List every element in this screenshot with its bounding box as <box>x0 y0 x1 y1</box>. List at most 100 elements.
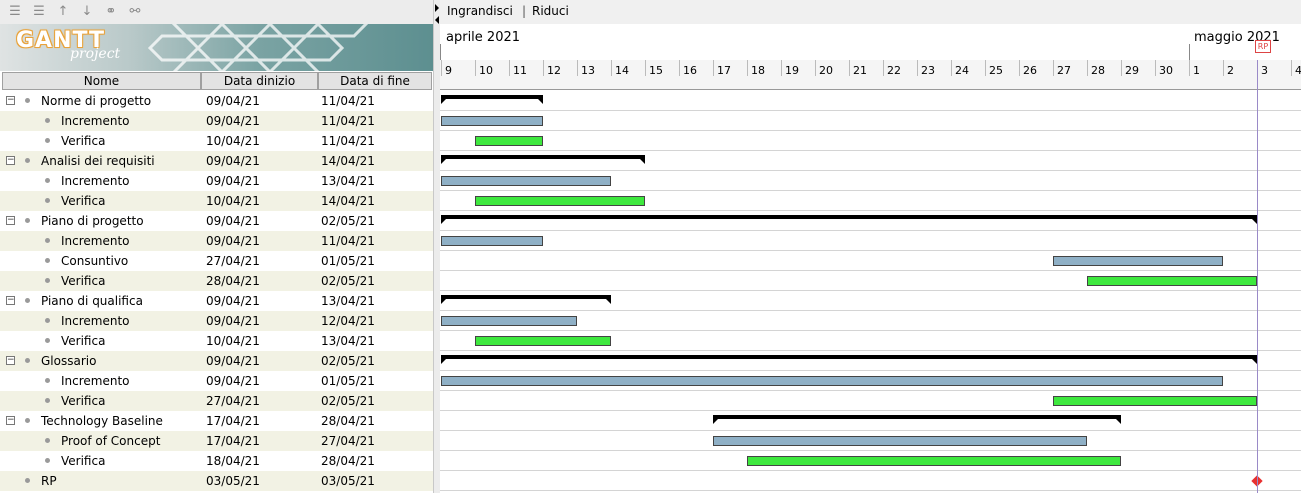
collapse-toggle-icon[interactable]: − <box>6 95 15 105</box>
task-end-date[interactable]: 02/05/21 <box>321 354 375 368</box>
column-header-start[interactable]: Data dinizio <box>201 72 318 90</box>
task-start-date[interactable]: 09/04/21 <box>206 294 260 308</box>
task-start-date[interactable]: 09/04/21 <box>206 154 260 168</box>
task-name[interactable]: Incremento <box>61 374 130 388</box>
task-name[interactable]: Verifica <box>61 334 106 348</box>
task-row[interactable]: RP 03/05/21 03/05/21 <box>0 471 433 491</box>
task-start-date[interactable]: 28/04/21 <box>206 274 260 288</box>
task-end-date[interactable]: 13/04/21 <box>321 334 375 348</box>
task-start-date[interactable]: 10/04/21 <box>206 334 260 348</box>
task-end-date[interactable]: 28/04/21 <box>321 454 375 468</box>
summary-bar[interactable] <box>713 415 1121 419</box>
task-end-date[interactable]: 11/04/21 <box>321 114 375 128</box>
task-bar[interactable] <box>441 116 543 126</box>
task-row[interactable]: Verifica 10/04/21 13/04/21 <box>0 331 433 351</box>
task-row[interactable]: Incremento 09/04/21 11/04/21 <box>0 231 433 251</box>
task-row[interactable]: Incremento 09/04/21 13/04/21 <box>0 171 433 191</box>
summary-bar[interactable] <box>441 155 645 159</box>
task-start-date[interactable]: 09/04/21 <box>206 174 260 188</box>
task-name[interactable]: Norme di progetto <box>41 94 152 108</box>
task-end-date[interactable]: 03/05/21 <box>321 474 375 488</box>
summary-bar[interactable] <box>441 355 1257 359</box>
panel-splitter[interactable] <box>433 0 440 493</box>
task-end-date[interactable]: 01/05/21 <box>321 254 375 268</box>
task-end-date[interactable]: 02/05/21 <box>321 274 375 288</box>
task-end-date[interactable]: 01/05/21 <box>321 374 375 388</box>
task-end-date[interactable]: 14/04/21 <box>321 154 375 168</box>
link-icon[interactable]: ⚭ <box>105 4 117 19</box>
task-row[interactable]: Verifica 10/04/21 11/04/21 <box>0 131 433 151</box>
task-name[interactable]: Incremento <box>61 234 130 248</box>
task-start-date[interactable]: 09/04/21 <box>206 314 260 328</box>
task-row[interactable]: Incremento 09/04/21 11/04/21 <box>0 111 433 131</box>
task-row[interactable]: Verifica 28/04/21 02/05/21 <box>0 271 433 291</box>
task-start-date[interactable]: 17/04/21 <box>206 414 260 428</box>
column-header-name[interactable]: Nome <box>2 72 201 90</box>
task-end-date[interactable]: 14/04/21 <box>321 194 375 208</box>
task-end-date[interactable]: 13/04/21 <box>321 294 375 308</box>
verification-task-bar[interactable] <box>475 136 543 146</box>
collapse-toggle-icon[interactable]: − <box>6 295 15 305</box>
task-name[interactable]: Incremento <box>61 174 130 188</box>
collapse-toggle-icon[interactable]: − <box>6 155 15 165</box>
task-row[interactable]: Verifica 27/04/21 02/05/21 <box>0 391 433 411</box>
task-bar[interactable] <box>713 436 1087 446</box>
task-start-date[interactable]: 17/04/21 <box>206 434 260 448</box>
task-end-date[interactable]: 27/04/21 <box>321 434 375 448</box>
task-name[interactable]: Incremento <box>61 114 130 128</box>
move-up-icon[interactable]: ↑ <box>57 4 69 19</box>
task-bar[interactable] <box>441 376 1223 386</box>
task-start-date[interactable]: 09/04/21 <box>206 234 260 248</box>
task-start-date[interactable]: 09/04/21 <box>206 214 260 228</box>
task-name[interactable]: Incremento <box>61 314 130 328</box>
task-row[interactable]: Verifica 18/04/21 28/04/21 <box>0 451 433 471</box>
task-row[interactable]: Proof of Concept 17/04/21 27/04/21 <box>0 431 433 451</box>
task-name[interactable]: Consuntivo <box>61 254 129 268</box>
task-start-date[interactable]: 09/04/21 <box>206 94 260 108</box>
task-end-date[interactable]: 12/04/21 <box>321 314 375 328</box>
task-row[interactable]: − Piano di progetto 09/04/21 02/05/21 <box>0 211 433 231</box>
task-row[interactable]: − Technology Baseline 17/04/21 28/04/21 <box>0 411 433 431</box>
task-row[interactable]: Incremento 09/04/21 01/05/21 <box>0 371 433 391</box>
task-row[interactable]: − Glossario 09/04/21 02/05/21 <box>0 351 433 371</box>
task-start-date[interactable]: 10/04/21 <box>206 194 260 208</box>
unlink-icon[interactable]: ⚯ <box>129 4 141 19</box>
task-name[interactable]: Piano di qualifica <box>41 294 143 308</box>
task-row[interactable]: − Analisi dei requisiti 09/04/21 14/04/21 <box>0 151 433 171</box>
task-row[interactable]: Incremento 09/04/21 12/04/21 <box>0 311 433 331</box>
task-name[interactable]: Glossario <box>41 354 97 368</box>
task-name[interactable]: Verifica <box>61 394 106 408</box>
summary-bar[interactable] <box>441 295 611 299</box>
task-name[interactable]: Technology Baseline <box>41 414 163 428</box>
collapse-toggle-icon[interactable]: − <box>6 215 15 225</box>
task-start-date[interactable]: 18/04/21 <box>206 454 260 468</box>
collapse-toggle-icon[interactable]: − <box>6 415 15 425</box>
indent-icon[interactable]: ☰ <box>9 4 21 19</box>
task-start-date[interactable]: 09/04/21 <box>206 374 260 388</box>
task-bar[interactable] <box>441 176 611 186</box>
task-start-date[interactable]: 27/04/21 <box>206 254 260 268</box>
summary-bar[interactable] <box>441 215 1257 219</box>
task-row[interactable]: Verifica 10/04/21 14/04/21 <box>0 191 433 211</box>
verification-task-bar[interactable] <box>1053 396 1257 406</box>
zoom-out-button[interactable]: Riduci <box>532 4 569 18</box>
task-end-date[interactable]: 11/04/21 <box>321 94 375 108</box>
task-bar[interactable] <box>441 236 543 246</box>
task-start-date[interactable]: 09/04/21 <box>206 354 260 368</box>
task-start-date[interactable]: 27/04/21 <box>206 394 260 408</box>
task-name[interactable]: Verifica <box>61 274 106 288</box>
move-down-icon[interactable]: ↓ <box>81 4 93 19</box>
task-name[interactable]: Analisi dei requisiti <box>41 154 155 168</box>
task-name[interactable]: Piano di progetto <box>41 214 144 228</box>
task-row[interactable]: Consuntivo 27/04/21 01/05/21 <box>0 251 433 271</box>
verification-task-bar[interactable] <box>475 336 611 346</box>
task-start-date[interactable]: 03/05/21 <box>206 474 260 488</box>
task-bar[interactable] <box>1053 256 1223 266</box>
task-end-date[interactable]: 13/04/21 <box>321 174 375 188</box>
task-end-date[interactable]: 11/04/21 <box>321 234 375 248</box>
verification-task-bar[interactable] <box>1087 276 1257 286</box>
task-name[interactable]: Verifica <box>61 134 106 148</box>
outdent-icon[interactable]: ☰ <box>33 4 45 19</box>
verification-task-bar[interactable] <box>475 196 645 206</box>
task-row[interactable]: − Piano di qualifica 09/04/21 13/04/21 <box>0 291 433 311</box>
